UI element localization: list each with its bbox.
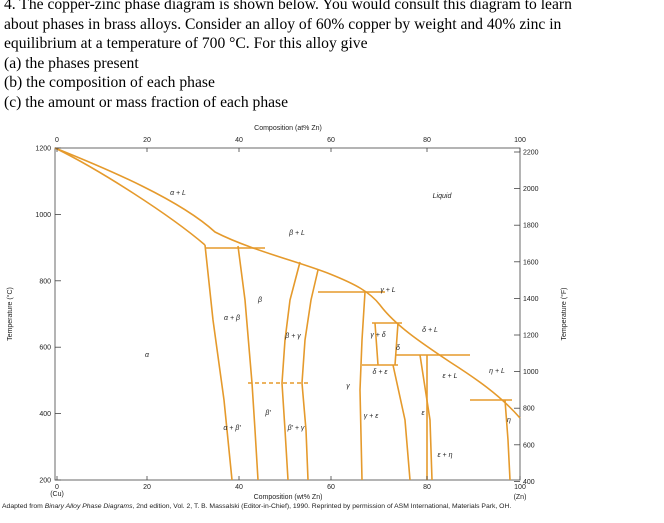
- region-label: β′: [264, 410, 271, 417]
- region-label: γ + ε: [364, 413, 379, 420]
- region-label: γ + δ: [370, 332, 385, 339]
- right-tick-label: 800: [523, 406, 535, 413]
- top-tick-label: 20: [143, 137, 151, 144]
- right-tick-label: 1600: [523, 259, 539, 266]
- right-tick-label: 1400: [523, 296, 539, 303]
- region-labels: α + L Liquid β + L α β α + β β + γ γ γ + L γ + δ δ…: [145, 190, 511, 459]
- right-tick-label: 1800: [523, 223, 539, 230]
- region-label: α + L: [170, 190, 186, 197]
- bottom-tick-label: 20: [143, 484, 151, 491]
- top-tick-label: 0: [55, 137, 59, 144]
- question-line: equilibrium at a temperature of 700 °C. …: [4, 35, 368, 52]
- region-label: δ + ε: [373, 369, 389, 376]
- region-label: α + β: [224, 315, 240, 322]
- question-line: (b) the composition of each phase: [4, 74, 215, 91]
- top-axis-title: Composition (at% Zn): [254, 125, 322, 132]
- bottom-tick-label: 80: [423, 484, 431, 491]
- phase-boundaries: [54, 147, 521, 481]
- top-tick-label: 100: [514, 137, 526, 144]
- right-tick-label: 400: [523, 479, 535, 486]
- bottom-tick-label: 100: [514, 484, 526, 491]
- bottom-tick-label: 60: [327, 484, 335, 491]
- right-axis-title: Temperature (°F): [560, 288, 568, 341]
- left-tick-label: 1200: [35, 146, 51, 153]
- left-end-label: (Cu): [50, 491, 64, 498]
- credit: Adapted from Binary Alloy Phase Diagrams…: [2, 503, 511, 510]
- bottom-axis-title: Composition (wt% Zn): [254, 494, 323, 501]
- top-tick-label: 60: [327, 137, 335, 144]
- region-label: β′ + γ: [287, 425, 305, 432]
- region-label: β + γ: [284, 333, 301, 340]
- region-label: β: [257, 297, 262, 304]
- region-label: η: [507, 417, 511, 424]
- credit-part: , 2nd edition, Vol. 2, T. B. Massalski (…: [132, 503, 511, 510]
- region-label: ε + η: [438, 452, 453, 459]
- region-label: Liquid: [433, 193, 453, 200]
- region-label: η + L: [489, 368, 505, 375]
- region-label: ε + L: [443, 373, 458, 380]
- top-tick-label: 40: [235, 137, 243, 144]
- region-label: δ: [396, 345, 400, 352]
- question-line: about phases in brass alloys. Consider a…: [4, 15, 562, 33]
- region-label: δ + L: [422, 327, 438, 334]
- left-axis-title: Temperature (°C): [6, 287, 14, 341]
- left-tick-label: 200: [39, 478, 51, 485]
- right-tick-label: 2200: [523, 150, 539, 157]
- bottom-tick-label: 40: [235, 484, 243, 491]
- left-tick-label: 600: [39, 345, 51, 352]
- top-tick-label: 80: [423, 137, 431, 144]
- right-tick-label: 600: [523, 442, 535, 449]
- right-tick-label: 1000: [523, 369, 539, 376]
- credit-part: Adapted from: [2, 503, 45, 510]
- question-line: (c) the amount or mass fraction of each …: [4, 93, 289, 111]
- right-end-label: (Zn): [514, 494, 527, 501]
- right-tick-label: 1200: [523, 333, 539, 340]
- credit-part: Binary Alloy Phase Diagrams: [45, 503, 133, 510]
- region-label: β + L: [288, 230, 305, 237]
- region-label: γ + L: [380, 287, 395, 294]
- right-tick-label: 2000: [523, 186, 539, 193]
- region-label: ε: [421, 410, 425, 417]
- left-tick-label: 800: [39, 278, 51, 285]
- region-label: α + β′: [223, 425, 241, 432]
- bottom-tick-label: 0: [55, 484, 59, 491]
- question-line: (a) the phases present: [4, 54, 139, 72]
- region-label: γ: [346, 383, 350, 390]
- question-line: 4. The copper-zinc phase diagram is show…: [4, 0, 572, 13]
- region-label: α: [145, 352, 150, 359]
- left-tick-label: 400: [39, 411, 51, 418]
- left-tick-label: 1000: [35, 212, 51, 219]
